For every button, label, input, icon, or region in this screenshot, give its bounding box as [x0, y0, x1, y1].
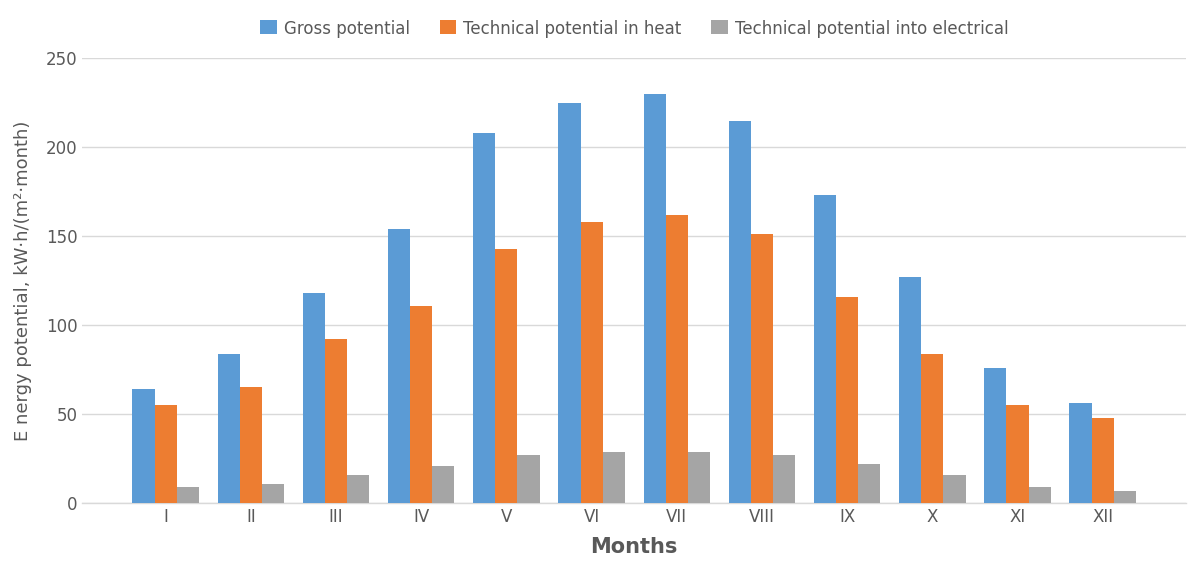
X-axis label: Months: Months	[590, 537, 678, 557]
Bar	[943, 475, 966, 503]
Bar	[814, 195, 836, 503]
Bar	[432, 466, 455, 503]
Bar	[1092, 418, 1114, 503]
Bar	[643, 94, 666, 503]
Bar	[240, 388, 262, 503]
Bar	[473, 133, 496, 503]
Bar	[132, 389, 155, 503]
Bar	[1028, 487, 1051, 503]
Bar	[325, 339, 347, 503]
Bar	[688, 452, 710, 503]
Bar	[558, 103, 581, 503]
Bar	[388, 229, 410, 503]
Bar	[1069, 404, 1092, 503]
Bar	[410, 305, 432, 503]
Bar	[984, 368, 1007, 503]
Bar	[347, 475, 370, 503]
Bar	[922, 353, 943, 503]
Bar	[728, 120, 751, 503]
Bar	[836, 297, 858, 503]
Bar	[602, 452, 625, 503]
Bar	[496, 249, 517, 503]
Bar	[1114, 490, 1136, 503]
Bar	[899, 277, 922, 503]
Bar	[176, 487, 199, 503]
Y-axis label: E nergy potential, kW·h/(m²·month): E nergy potential, kW·h/(m²·month)	[14, 120, 32, 441]
Bar	[155, 405, 176, 503]
Bar	[666, 215, 688, 503]
Bar	[773, 455, 796, 503]
Bar	[302, 293, 325, 503]
Bar	[1007, 405, 1028, 503]
Bar	[581, 222, 602, 503]
Legend: Gross potential, Technical potential in heat, Technical potential into electrica: Gross potential, Technical potential in …	[253, 13, 1015, 45]
Bar	[217, 353, 240, 503]
Bar	[262, 484, 284, 503]
Bar	[517, 455, 540, 503]
Bar	[751, 235, 773, 503]
Bar	[858, 464, 881, 503]
